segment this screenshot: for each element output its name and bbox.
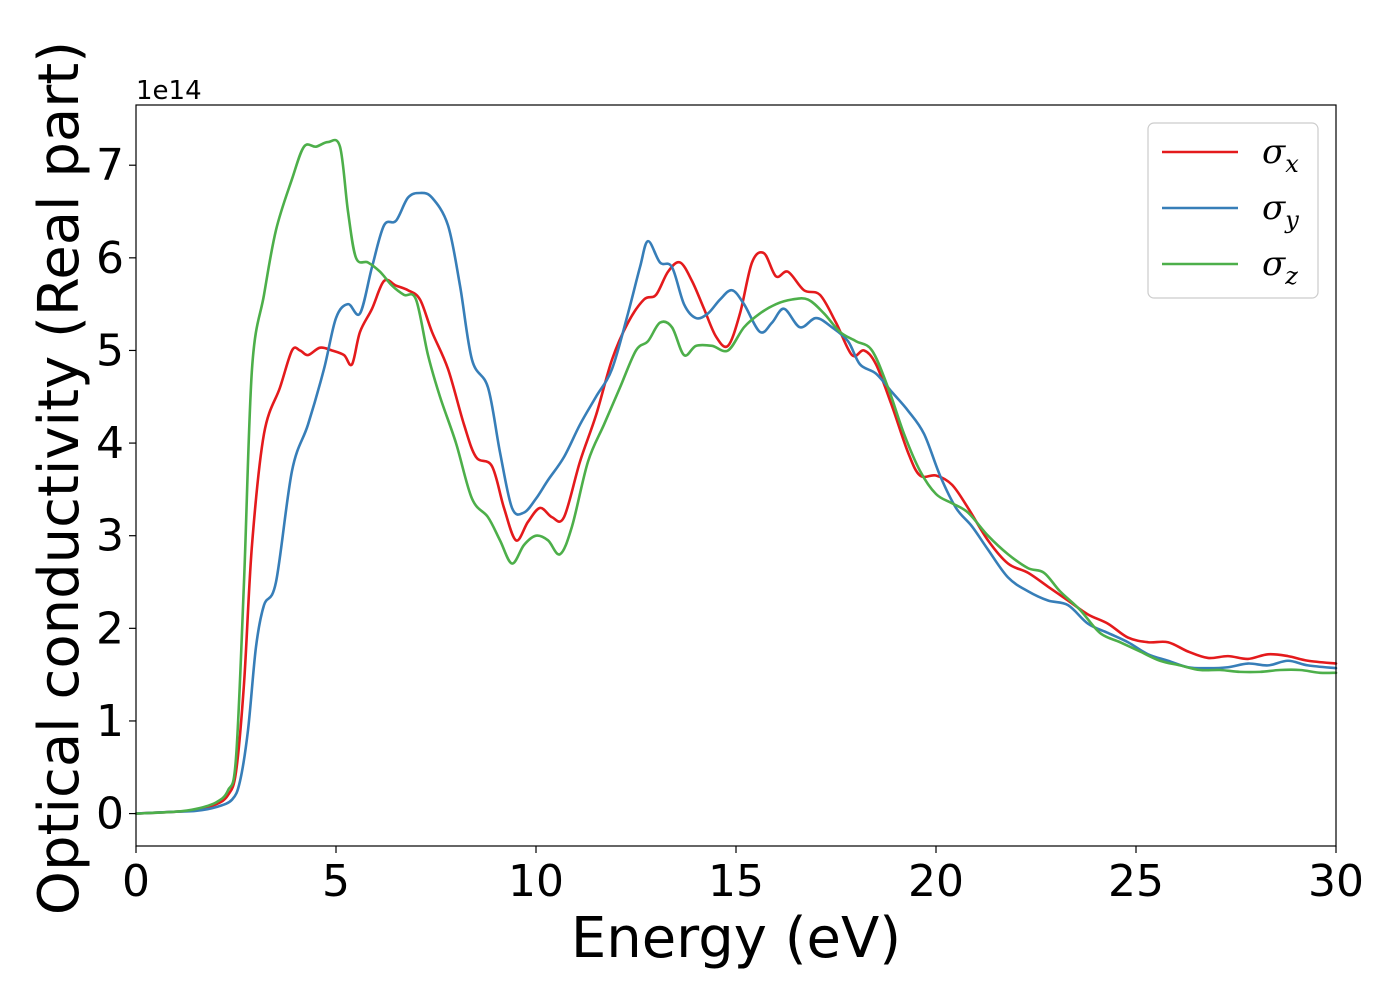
legend: σx σy σz (1147, 122, 1319, 299)
y-tick-label: 1 (96, 696, 124, 747)
y-tick-label: 2 (96, 603, 124, 654)
x-tick-label: 15 (708, 856, 764, 907)
plot-background (136, 105, 1336, 846)
x-axis-title: Energy (eV) (571, 906, 901, 971)
y-axis-title: Optical conductivity (Real part) (27, 41, 92, 915)
legend-label-y: σy (1262, 188, 1299, 234)
y-tick-label: 6 (96, 233, 124, 284)
legend-label-z: σz (1262, 244, 1298, 290)
y-tick-label: 7 (96, 140, 124, 191)
y-offset-label: 1e14 (136, 76, 202, 106)
y-tick-label: 4 (96, 418, 124, 469)
series-line-z (134, 138, 1338, 815)
series-layer (134, 138, 1338, 815)
y-axis-ticks: 0 1 2 3 4 5 6 7 (96, 140, 136, 840)
legend-label-x: σx (1262, 132, 1299, 178)
x-tick-label: 30 (1308, 856, 1364, 907)
x-tick-label: 20 (908, 856, 964, 907)
legend-frame (1147, 122, 1319, 299)
y-tick-label: 3 (96, 511, 124, 562)
x-axis-ticks: 0 5 10 15 20 25 30 (122, 846, 1364, 907)
x-tick-label: 5 (322, 856, 350, 907)
series-line-y (134, 191, 1338, 815)
y-tick-label: 0 (96, 789, 124, 840)
legend-items: σx σy σz (1162, 132, 1299, 290)
series-line-x (134, 250, 1338, 815)
x-tick-label: 25 (1108, 856, 1164, 907)
y-tick-label: 5 (96, 325, 124, 376)
x-tick-label: 0 (122, 856, 150, 907)
x-tick-label: 10 (508, 856, 564, 907)
